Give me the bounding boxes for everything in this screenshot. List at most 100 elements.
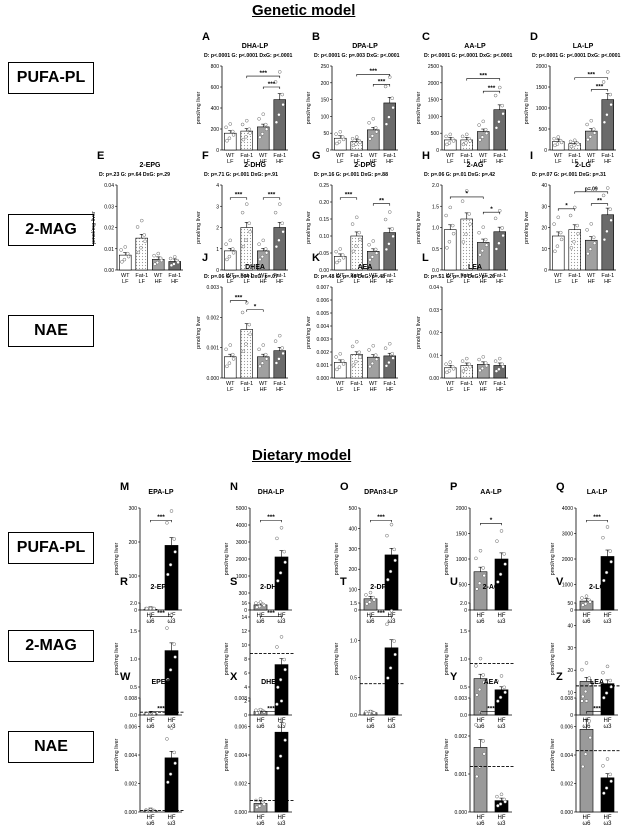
- data-point: [568, 139, 573, 144]
- x-tick-label: HF: [477, 718, 485, 724]
- data-point: [391, 356, 395, 360]
- y-tick-label: 0.01: [104, 247, 114, 253]
- data-point: [282, 722, 286, 726]
- data-point: [604, 691, 609, 695]
- data-point: [372, 711, 376, 715]
- panel-title: 2-DPG: [354, 162, 376, 169]
- sig-bracket: [229, 197, 248, 200]
- sig-bracket: [466, 78, 501, 81]
- y-tick-label: 30: [567, 646, 573, 652]
- panel-title: AA-LP: [480, 489, 502, 496]
- x-tick-label: ω6: [256, 619, 265, 625]
- sig-bracket: [260, 519, 282, 523]
- bar: [579, 681, 594, 716]
- x-tick-label: Fat-1: [350, 153, 363, 159]
- x-tick-label: HF: [496, 159, 504, 165]
- data-point: [275, 536, 279, 541]
- x-tick-label: ω6: [256, 821, 265, 827]
- y-tick-label: 0.00: [104, 268, 114, 274]
- x-tick-label: Fat-1: [240, 381, 253, 387]
- data-point: [588, 735, 592, 740]
- sig-label: ***: [593, 514, 601, 521]
- x-tick-label: ω6: [366, 724, 375, 730]
- data-point: [172, 642, 176, 646]
- data-point: [606, 186, 610, 190]
- data-point: [499, 674, 504, 678]
- x-tick-label: ω3: [497, 619, 506, 625]
- bar: [460, 139, 473, 151]
- sig-label: ***: [235, 192, 243, 199]
- data-point: [467, 212, 471, 216]
- data-point: [482, 752, 486, 756]
- x-tick-label: WT: [446, 273, 455, 279]
- y-tick-label: 0.004: [234, 753, 247, 759]
- y-tick-label: 300: [349, 547, 358, 553]
- data-point: [341, 253, 345, 257]
- data-point: [580, 699, 584, 703]
- y-tick-label: 1.5: [350, 601, 357, 607]
- data-point: [147, 711, 152, 716]
- data-point: [493, 359, 498, 363]
- data-point: [559, 139, 563, 143]
- stats-line: D: p=.06 G: p=.004 DxG: p=.07: [204, 274, 278, 280]
- data-point: [493, 93, 498, 98]
- data-point: [605, 229, 609, 234]
- data-point: [257, 347, 261, 352]
- sig-bracket: [262, 86, 281, 89]
- data-point: [481, 566, 485, 570]
- y-tick-label: 3000: [562, 532, 573, 538]
- data-point: [354, 244, 358, 248]
- y-tick-label: 1.0: [350, 638, 357, 644]
- sig-bracket: [356, 74, 391, 77]
- data-point: [365, 602, 369, 606]
- y-tick-label: 0.007: [316, 285, 329, 291]
- stats-line: D: p=.71 G: p<.001 DxG: p=.91: [204, 172, 278, 178]
- sig-bracket: [262, 197, 281, 200]
- y-tick-label: 1000: [428, 114, 439, 120]
- y-tick-label: 0.002: [316, 350, 329, 356]
- y-tick-label: 3: [216, 204, 219, 210]
- panel-title: DHEA: [261, 679, 281, 686]
- data-point: [231, 357, 236, 361]
- data-point: [281, 230, 285, 234]
- data-point: [335, 141, 339, 146]
- data-point: [278, 333, 282, 338]
- data-point: [604, 786, 609, 790]
- genetic-model-title: Genetic model: [252, 2, 356, 19]
- data-point: [390, 96, 394, 100]
- y-tick-label: 0.008: [560, 696, 573, 702]
- data-point: [460, 199, 465, 203]
- data-point: [374, 357, 379, 362]
- y-tick-label: 0.05: [319, 251, 329, 257]
- y-tick-label: 0.002: [206, 315, 219, 321]
- x-tick-label: ω6: [582, 724, 591, 730]
- x-tick-label: WT: [154, 273, 163, 279]
- data-point: [350, 222, 355, 226]
- panel-letter: X: [230, 671, 238, 683]
- data-point: [477, 357, 481, 362]
- x-tick-label: WT: [121, 273, 130, 279]
- y-axis-label: pmol/mg liver: [550, 738, 556, 771]
- data-point: [248, 131, 252, 135]
- data-point: [481, 119, 485, 124]
- data-point: [148, 808, 153, 812]
- data-point: [169, 509, 174, 513]
- data-point: [495, 539, 499, 543]
- data-point: [145, 808, 149, 813]
- x-tick-label: ω3: [277, 821, 286, 827]
- bar: [240, 130, 253, 151]
- data-point: [494, 247, 499, 251]
- data-point: [389, 609, 394, 613]
- y-tick-label: 0: [464, 608, 467, 614]
- sig-bracket: [150, 519, 172, 523]
- data-point: [608, 92, 612, 97]
- x-tick-label: HF: [168, 718, 176, 724]
- data-point: [484, 363, 489, 368]
- data-point: [605, 664, 610, 669]
- data-point: [254, 708, 258, 713]
- data-point: [498, 802, 503, 806]
- data-point: [231, 251, 236, 255]
- data-point: [553, 249, 557, 254]
